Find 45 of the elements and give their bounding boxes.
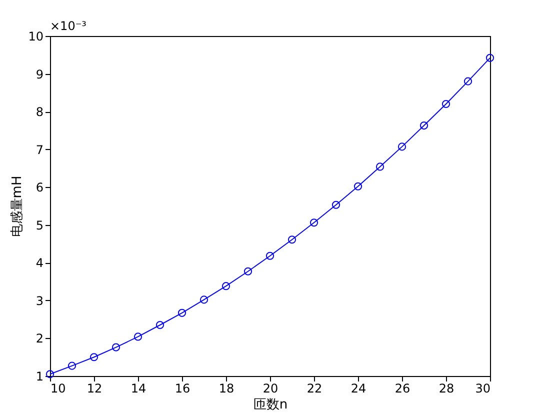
x-tick-label: 14 bbox=[130, 382, 146, 396]
text: ×10⁻³ bbox=[50, 19, 87, 33]
y-tick-label: 6 bbox=[36, 180, 44, 195]
point bbox=[90, 353, 98, 362]
x-tick-label: 12 bbox=[86, 382, 102, 396]
point bbox=[288, 236, 296, 244]
point bbox=[442, 100, 450, 108]
point bbox=[156, 320, 164, 330]
point bbox=[222, 282, 230, 290]
point bbox=[200, 296, 208, 304]
point bbox=[464, 77, 472, 86]
x-tick-label: 10 bbox=[50, 382, 66, 396]
point bbox=[376, 162, 384, 171]
x-tick-label: 26 bbox=[394, 382, 410, 396]
y-axis-title: 电感量mH bbox=[10, 176, 26, 238]
point bbox=[134, 332, 142, 341]
y-tick-label: 5 bbox=[36, 218, 44, 232]
point bbox=[486, 54, 494, 62]
y-tick-label: 8 bbox=[36, 105, 44, 120]
point bbox=[266, 252, 274, 260]
point bbox=[420, 122, 428, 130]
point bbox=[112, 343, 120, 352]
x-axis-title: 匝数n bbox=[253, 398, 288, 412]
point bbox=[310, 218, 318, 227]
point bbox=[332, 200, 340, 209]
point bbox=[354, 182, 362, 190]
y-tick-label: 10 bbox=[28, 30, 44, 44]
x-tick-label: 28 bbox=[438, 382, 454, 396]
y-tick-label: 2 bbox=[36, 332, 44, 346]
x-tick-label: 24 bbox=[350, 382, 366, 396]
y-tick-label: 7 bbox=[36, 142, 44, 157]
x-tick-label: 20 bbox=[262, 382, 278, 396]
point bbox=[398, 142, 406, 151]
point bbox=[68, 362, 76, 370]
y-tick-label: 9 bbox=[36, 67, 44, 82]
y-tick-label: 3 bbox=[36, 294, 44, 308]
x-tick-label: 18 bbox=[218, 382, 234, 396]
y-tick-label: 1 bbox=[36, 370, 44, 384]
x-tick-label: 22 bbox=[306, 382, 322, 396]
y-tick-label: 4 bbox=[36, 256, 44, 270]
point bbox=[178, 308, 186, 317]
point bbox=[46, 370, 54, 378]
x-tick-label: 30 bbox=[475, 382, 490, 396]
x-tick-label: 16 bbox=[174, 382, 190, 396]
point bbox=[244, 267, 252, 276]
